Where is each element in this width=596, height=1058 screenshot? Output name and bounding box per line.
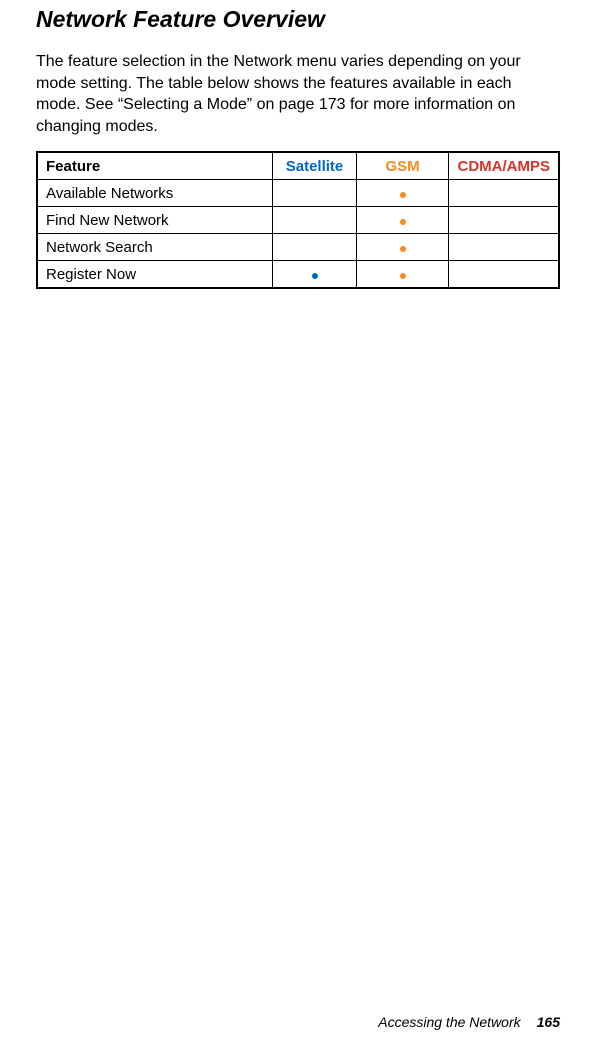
col-header-satellite: Satellite (273, 152, 356, 180)
col-header-gsm: GSM (356, 152, 449, 180)
table-row: Register Now (37, 261, 559, 289)
satellite-cell (273, 234, 356, 261)
cdma-cell (449, 180, 559, 207)
page: Network Feature Overview The feature sel… (0, 0, 596, 1058)
table-header-row: Feature Satellite GSM CDMA/AMPS (37, 152, 559, 180)
feature-cell: Network Search (37, 234, 273, 261)
footer-section: Accessing the Network (378, 1014, 520, 1030)
gsm-cell (356, 207, 449, 234)
bullet-icon (400, 246, 406, 252)
col-header-cdma: CDMA/AMPS (449, 152, 559, 180)
intro-paragraph: The feature selection in the Network men… (36, 51, 560, 137)
feature-cell: Available Networks (37, 180, 273, 207)
gsm-cell (356, 180, 449, 207)
gsm-cell (356, 261, 449, 289)
table-row: Find New Network (37, 207, 559, 234)
cdma-cell (449, 207, 559, 234)
table-body: Available NetworksFind New NetworkNetwor… (37, 180, 559, 289)
bullet-icon (400, 219, 406, 225)
satellite-cell (273, 180, 356, 207)
bullet-icon (400, 273, 406, 279)
cdma-cell (449, 234, 559, 261)
cdma-cell (449, 261, 559, 289)
feature-table: Feature Satellite GSM CDMA/AMPS Availabl… (36, 151, 560, 289)
feature-cell: Find New Network (37, 207, 273, 234)
gsm-cell (356, 234, 449, 261)
bullet-icon (400, 192, 406, 198)
table-row: Available Networks (37, 180, 559, 207)
footer-page-number: 165 (537, 1014, 560, 1030)
page-footer: Accessing the Network 165 (378, 1014, 560, 1030)
col-header-feature: Feature (37, 152, 273, 180)
satellite-cell (273, 261, 356, 289)
table-row: Network Search (37, 234, 559, 261)
feature-cell: Register Now (37, 261, 273, 289)
bullet-icon (312, 273, 318, 279)
page-heading: Network Feature Overview (36, 0, 560, 51)
satellite-cell (273, 207, 356, 234)
